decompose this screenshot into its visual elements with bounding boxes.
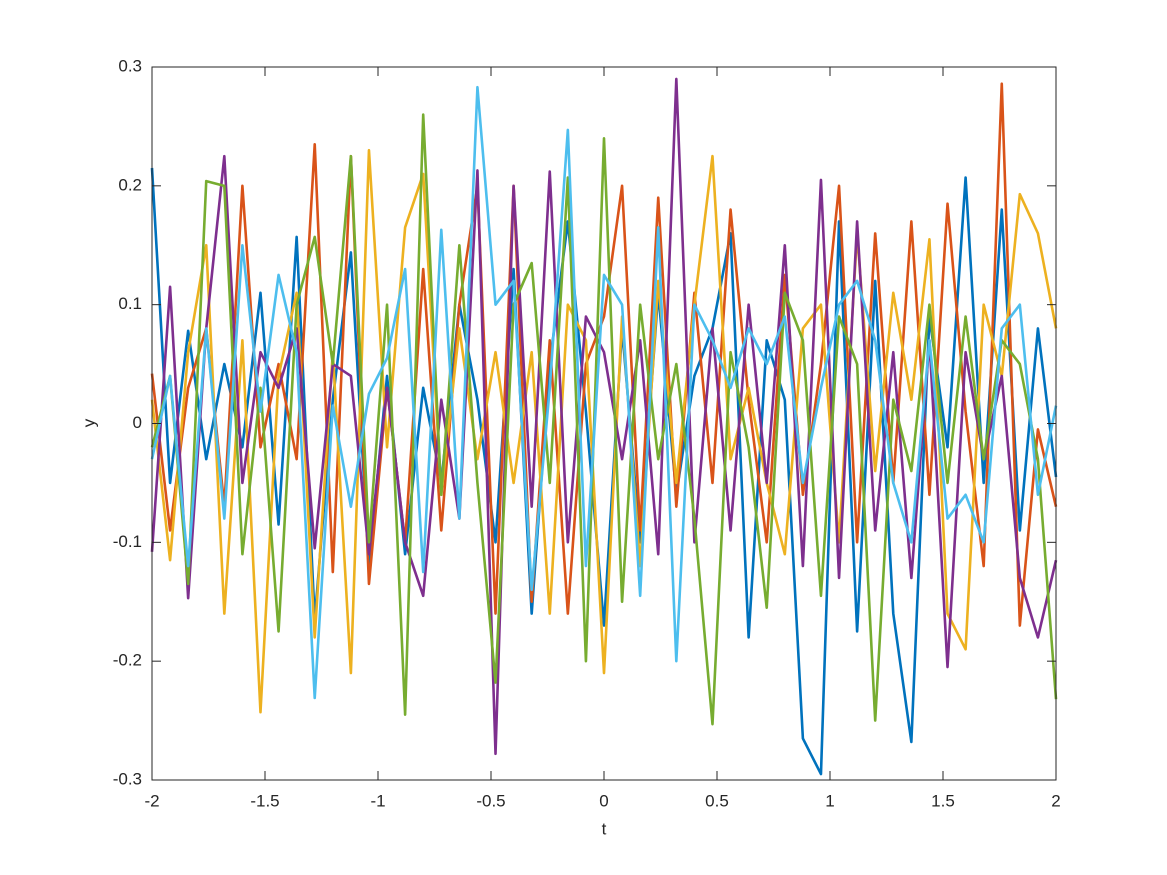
y-tick-label: -0.2 [113, 651, 142, 670]
x-tick-label: 2 [1051, 791, 1060, 810]
series-line [150, 82, 1058, 627]
x-tick-label: -1 [370, 791, 385, 810]
x-tick-label: 0 [599, 791, 608, 810]
y-tick-label: 0.3 [118, 56, 142, 75]
y-tick-label: -0.1 [113, 532, 142, 551]
x-tick-label: 0.5 [705, 791, 729, 810]
x-tick-label: 1 [825, 791, 834, 810]
x-tick-label: -2 [144, 791, 159, 810]
series-line [150, 85, 1058, 700]
y-tick-label: -0.3 [113, 769, 142, 788]
x-tick-label: -1.5 [250, 791, 279, 810]
y-tick-label: 0 [133, 413, 142, 432]
series-line [150, 113, 1058, 726]
y-tick-label: 0.2 [118, 175, 142, 194]
y-axis-label: y [79, 418, 98, 427]
x-tick-label: 1.5 [931, 791, 955, 810]
x-tick-label: -0.5 [476, 791, 505, 810]
x-axis-label: t [602, 819, 607, 838]
series-line [150, 77, 1058, 756]
y-tick-label: 0.1 [118, 294, 142, 313]
